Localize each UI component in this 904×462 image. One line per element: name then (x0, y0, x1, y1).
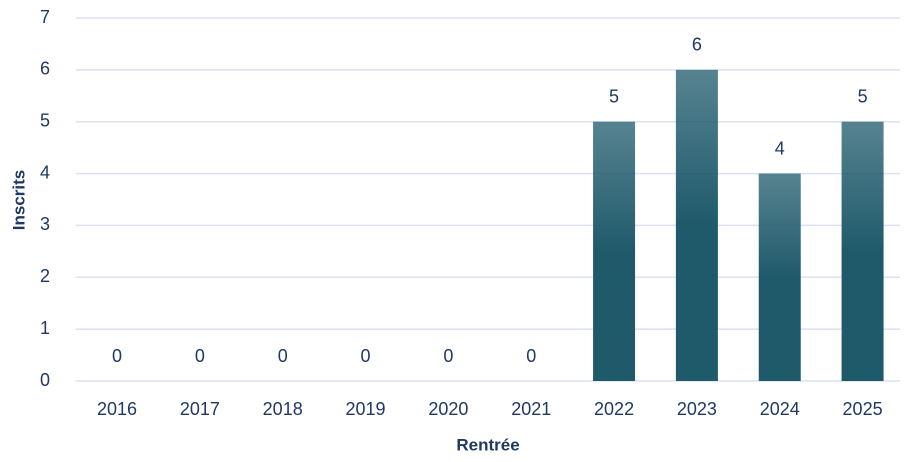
data-label: 5 (609, 86, 619, 106)
y-tick-label: 2 (40, 266, 50, 286)
y-tick-label: 7 (40, 7, 50, 27)
bar (758, 173, 801, 381)
x-tick-label: 2024 (760, 399, 800, 419)
data-label: 0 (361, 346, 371, 366)
data-label: 5 (858, 86, 868, 106)
x-tick-label: 2025 (843, 399, 883, 419)
bar (841, 121, 884, 381)
x-tick-label: 2023 (677, 399, 717, 419)
data-label: 0 (443, 346, 453, 366)
data-label: 0 (112, 346, 122, 366)
x-tick-label: 2017 (180, 399, 220, 419)
bar (675, 69, 718, 381)
y-tick-label: 1 (40, 318, 50, 338)
data-label: 6 (692, 35, 702, 55)
y-tick-label: 6 (40, 59, 50, 79)
y-axis-title: Inscrits (9, 170, 28, 230)
y-tick-label: 0 (40, 370, 50, 390)
x-tick-label: 2016 (97, 399, 137, 419)
y-tick-label: 5 (40, 110, 50, 130)
x-tick-label: 2020 (428, 399, 468, 419)
bar (593, 121, 636, 381)
y-tick-label: 3 (40, 214, 50, 234)
data-label: 0 (526, 346, 536, 366)
x-tick-label: 2021 (511, 399, 551, 419)
data-label: 4 (775, 138, 785, 158)
x-axis-title: Rentrée (456, 435, 519, 454)
data-label: 0 (195, 346, 205, 366)
data-label: 0 (278, 346, 288, 366)
x-tick-label: 2018 (263, 399, 303, 419)
y-tick-label: 4 (40, 162, 50, 182)
x-tick-label: 2022 (594, 399, 634, 419)
x-tick-label: 2019 (346, 399, 386, 419)
